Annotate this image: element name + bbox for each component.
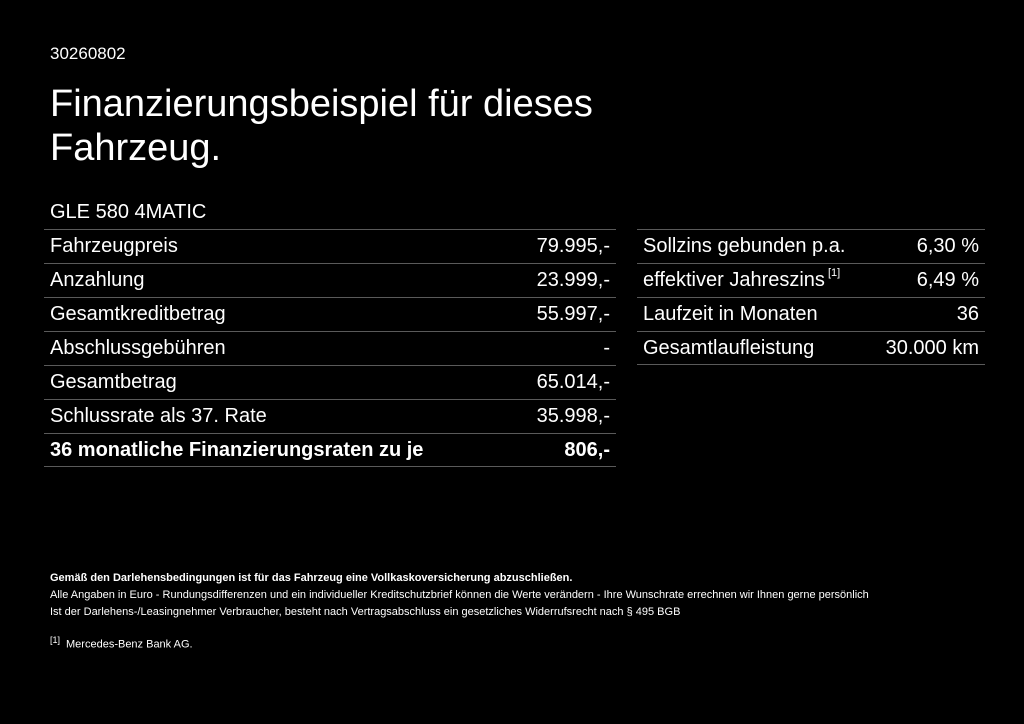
- table-row: Gesamtbetrag 65.014,-: [44, 365, 616, 399]
- row-value: 806,-: [564, 438, 610, 461]
- insurance-note: Gemäß den Darlehensbedingungen ist für d…: [50, 572, 573, 584]
- table-row: Gesamtkreditbetrag 55.997,-: [44, 297, 616, 331]
- row-value: 79.995,-: [536, 235, 610, 257]
- row-value: 23.999,-: [536, 269, 610, 291]
- row-value: 6,49 %: [916, 269, 979, 291]
- table-row: Schlussrate als 37. Rate 35.998,-: [44, 399, 616, 433]
- table-row: effektiver Jahreszins [1] 6,49 %: [637, 263, 985, 297]
- table-row: Laufzeit in Monaten 36: [637, 297, 985, 331]
- row-label: Abschlussgebühren: [50, 337, 226, 359]
- financing-table: Fahrzeugpreis 79.995,- Anzahlung 23.999,…: [44, 229, 616, 467]
- row-value: 35.998,-: [536, 405, 610, 427]
- legal-notes: Gemäß den Darlehensbedingungen ist für d…: [50, 570, 990, 621]
- withdrawal-note: Ist der Darlehens-/Leasingnehmer Verbrau…: [50, 606, 681, 618]
- row-value: 55.997,-: [536, 303, 610, 325]
- row-label: Fahrzeugpreis: [50, 235, 178, 257]
- interest-table: Sollzins gebunden p.a. 6,30 % effektiver…: [637, 229, 985, 365]
- table-row: Abschlussgebühren -: [44, 331, 616, 365]
- vehicle-model: GLE 580 4MATIC: [50, 201, 207, 223]
- row-label: Gesamtbetrag: [50, 371, 177, 393]
- footnote-marker: [1]: [50, 635, 61, 645]
- footnote-text: Mercedes-Benz Bank AG.: [66, 638, 193, 651]
- row-value: 6,30 %: [916, 235, 979, 257]
- rounding-note: Alle Angaben in Euro - Rundungsdifferenz…: [50, 589, 869, 601]
- footnote-ref: [1]: [827, 267, 841, 280]
- row-value: 65.014,-: [536, 371, 610, 393]
- row-label: effektiver Jahreszins: [643, 269, 825, 291]
- row-value: 30.000 km: [885, 336, 979, 359]
- row-label: Gesamtkreditbetrag: [50, 303, 226, 325]
- footnote: [1] Mercedes-Benz Bank AG.: [50, 632, 193, 654]
- page-title: Finanzierungsbeispiel für dieses Fahrzeu…: [50, 83, 593, 169]
- row-label: Laufzeit in Monaten: [643, 303, 818, 325]
- table-row: Fahrzeugpreis 79.995,-: [44, 229, 616, 263]
- row-label: Sollzins gebunden p.a.: [643, 235, 846, 257]
- row-value: -: [603, 337, 610, 359]
- table-row: Sollzins gebunden p.a. 6,30 %: [637, 229, 985, 263]
- row-label: Anzahlung: [50, 269, 145, 291]
- row-label: Schlussrate als 37. Rate: [50, 405, 267, 427]
- document-id: 30260802: [50, 44, 126, 63]
- row-label-with-ref: effektiver Jahreszins [1]: [643, 267, 841, 292]
- monthly-rate-row: 36 monatliche Finanzierungsraten zu je 8…: [44, 433, 616, 467]
- row-label: Gesamtlaufleistung: [643, 336, 815, 359]
- row-label: 36 monatliche Finanzierungsraten zu je: [50, 438, 424, 461]
- row-value: 36: [956, 303, 979, 325]
- table-row: Gesamtlaufleistung 30.000 km: [637, 331, 985, 365]
- table-row: Anzahlung 23.999,-: [44, 263, 616, 297]
